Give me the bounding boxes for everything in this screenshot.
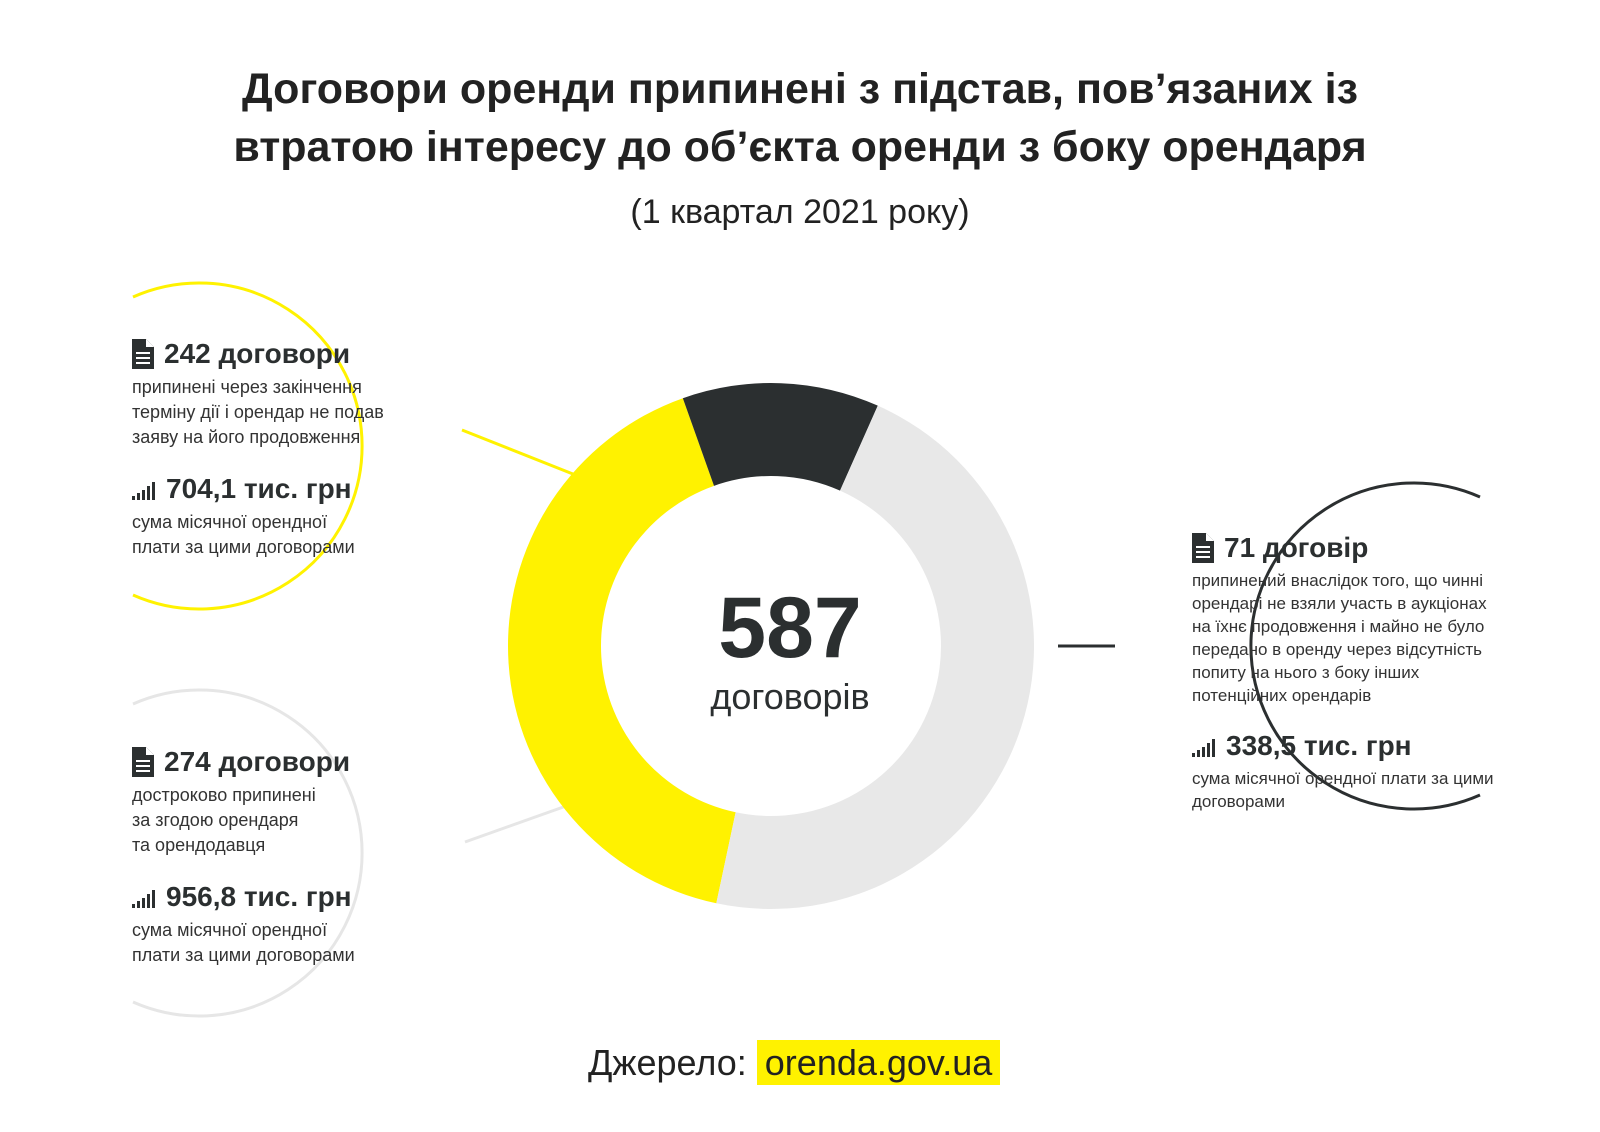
desc-line: потенційних орендарів: [1192, 686, 1372, 705]
total-block: 587 договорів: [640, 585, 940, 719]
count-description: припинені через закінчення терміну дії і…: [132, 375, 462, 450]
yellow-outline-arc: [132, 281, 364, 611]
desc-line: терміну дії і орендар не подав: [132, 402, 384, 422]
amount-row: 338,5 тис. грн: [1192, 729, 1542, 763]
amount-label: 338,5 тис. грн: [1226, 730, 1412, 761]
source-line: Джерело: orenda.gov.ua: [588, 1040, 1001, 1086]
document-icon: [132, 747, 154, 777]
desc-line: сума місячної орендної: [132, 512, 328, 532]
desc-line: плати за цими договорами: [132, 537, 355, 557]
count-label: 242 договори: [164, 338, 351, 369]
desc-line: сума місячної орендної: [132, 920, 328, 940]
dark-outline-arc: [1249, 481, 1481, 811]
page-title: Договори оренди припинені з підстав, пов…: [0, 60, 1600, 176]
info-block-expired: 242 договори припинені через закінчення …: [132, 337, 462, 560]
count-description: достроково припинені за згодою орендаря …: [132, 783, 462, 858]
donut-slice-early-terminated: [716, 405, 1034, 909]
desc-line: припинені через закінчення: [132, 377, 362, 397]
desc-line: попиту на нього з боку інших: [1192, 663, 1420, 682]
donut-slice-no-auction: [682, 383, 878, 491]
document-icon: [1192, 533, 1214, 563]
amount-description: сума місячної орендної плати за цими дог…: [1192, 767, 1542, 813]
info-block-no-auction: 71 договір припинений внаслідок того, що…: [1192, 531, 1542, 813]
desc-line: договорами: [1192, 792, 1286, 811]
amount-row: 704,1 тис. грн: [132, 472, 462, 506]
desc-line: орендарі не взяли участь в аукціонах: [1192, 594, 1487, 613]
signal-bars-icon: [132, 890, 155, 908]
page-subtitle: (1 квартал 2021 року): [630, 193, 970, 231]
desc-line: плати за цими договорами: [132, 945, 355, 965]
total-value: 587: [718, 580, 862, 676]
yellow-connector-line: [461, 428, 584, 480]
gray-outline-arc: [132, 688, 364, 1018]
source-link[interactable]: orenda.gov.ua: [756, 1040, 1001, 1085]
amount-label: 704,1 тис. грн: [166, 473, 352, 504]
desc-line: припинений внаслідок того, що чинні: [1192, 571, 1484, 590]
desc-line: передано в оренду через відсутність: [1192, 640, 1482, 659]
signal-bars-icon: [1192, 739, 1215, 757]
document-icon: [132, 339, 154, 369]
donut-slice-expired: [507, 398, 736, 904]
desc-line: достроково припинені: [132, 785, 316, 805]
title-line-2: втратою інтересу до об’єкта оренди з бок…: [233, 123, 1367, 171]
desc-line: сума місячної орендної плати за цими: [1192, 769, 1494, 788]
info-block-early-terminated: 274 договори достроково припинені за зго…: [132, 745, 462, 968]
desc-line: на їхнє продовження і майно не було: [1192, 617, 1485, 636]
desc-line: та орендодавця: [132, 835, 266, 855]
source-label: Джерело:: [588, 1042, 747, 1083]
amount-description: сума місячної орендної плати за цими дог…: [132, 510, 462, 560]
amount-description: сума місячної орендної плати за цими дог…: [132, 918, 462, 968]
count-row: 71 договір: [1192, 531, 1542, 565]
donut-slices: [507, 383, 1034, 909]
desc-line: заяву на його продовження: [132, 427, 361, 447]
signal-bars-icon: [132, 482, 155, 500]
count-label: 274 договори: [164, 746, 351, 777]
count-row: 274 договори: [132, 745, 462, 779]
title-line-1: Договори оренди припинені з підстав, пов…: [242, 65, 1358, 113]
amount-row: 956,8 тис. грн: [132, 880, 462, 914]
total-unit: договорів: [710, 676, 870, 717]
count-label: 71 договір: [1224, 532, 1369, 563]
desc-line: за згодою орендаря: [132, 810, 299, 830]
amount-label: 956,8 тис. грн: [166, 881, 352, 912]
count-description: припинений внаслідок того, що чинні орен…: [1192, 569, 1542, 707]
count-row: 242 договори: [132, 337, 462, 371]
